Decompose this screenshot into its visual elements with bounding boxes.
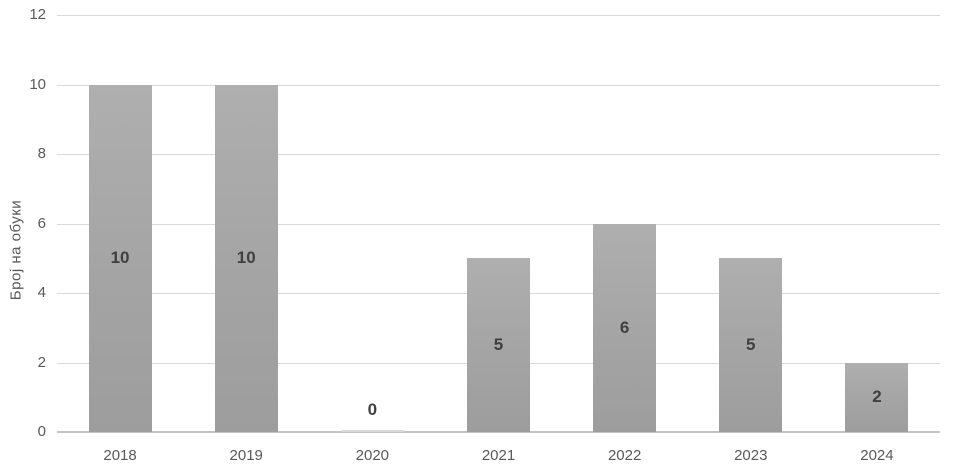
bar-value-label: 5: [493, 335, 504, 355]
bar-value-label: 2: [872, 387, 882, 407]
y-tick-label: 4: [37, 284, 46, 301]
y-tick-label: 8: [37, 145, 46, 162]
bar: [467, 258, 530, 432]
y-tick-label: 10: [29, 75, 46, 93]
bar: [340, 430, 404, 432]
gridline: [57, 154, 940, 155]
bar-value-label: 10: [236, 248, 256, 268]
x-tick-label: 2019: [229, 447, 263, 464]
x-axis-line: [57, 431, 940, 433]
bar: [593, 223, 657, 432]
bar: [719, 258, 783, 432]
bar: [88, 84, 152, 432]
y-tick-label: 6: [37, 214, 46, 232]
x-tick-label: 2020: [355, 447, 390, 464]
x-tick-label: 2022: [607, 447, 642, 464]
gridline: [57, 84, 940, 86]
bar-value-label: 0: [367, 400, 378, 419]
bar: [214, 84, 278, 432]
y-tick-label: 2: [37, 353, 46, 371]
gridline: [57, 223, 940, 225]
x-tick-label: 2024: [860, 447, 894, 464]
x-tick-label: 2018: [103, 447, 137, 464]
x-tick-label: 2023: [734, 447, 768, 464]
bar-value-label: 6: [619, 317, 630, 337]
x-tick-label: 2021: [481, 447, 516, 464]
bar-value-label: 10: [110, 248, 130, 268]
gridline: [57, 15, 940, 16]
bar: [845, 362, 909, 432]
y-tick-label: 12: [29, 6, 46, 23]
bar-value-label: 5: [746, 335, 756, 355]
y-tick-label: 0: [37, 423, 46, 440]
